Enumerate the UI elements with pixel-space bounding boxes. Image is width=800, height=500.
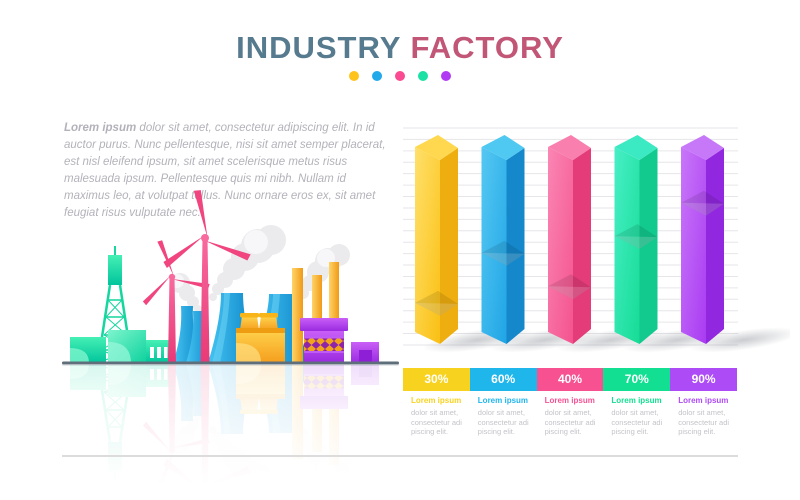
legend-item-text: dolor sit amet, xyxy=(477,408,525,417)
factory-illustration xyxy=(55,190,400,495)
chimney-icon xyxy=(292,262,339,363)
bar-90% xyxy=(681,135,724,344)
legend-item-text: dolor sit amet, xyxy=(544,408,592,417)
legend-item-text: consectetur adi xyxy=(544,417,596,427)
warehouse-icon xyxy=(70,337,106,363)
legend-item: Lorem ipsum dolor sit amet, consectetur ad… xyxy=(537,396,604,437)
legend-item-text: dolor sit amet, xyxy=(611,408,659,417)
percentage-cell: 90% xyxy=(670,368,737,391)
legend-item-text: piscing elit. xyxy=(477,427,515,436)
bar-60% xyxy=(481,135,525,344)
legend-item-text: consectetur adi xyxy=(477,417,529,427)
bar-70% xyxy=(614,135,658,344)
legend-item-title: Lorem ipsum xyxy=(411,396,462,405)
legend-item-text: consectetur adi xyxy=(678,417,730,427)
percentage-cell: 40% xyxy=(536,368,604,391)
chart-legend: Lorem ipsum dolor sit amet, consectetur ad… xyxy=(403,396,737,437)
percentage-cell: 70% xyxy=(603,368,671,391)
legend-item-text: piscing elit. xyxy=(544,427,582,436)
percentage-cell: 30% xyxy=(403,368,470,391)
legend-item-text: dolor sit amet, xyxy=(678,408,726,417)
divider-line xyxy=(62,455,738,457)
legend-item-text: piscing elit. xyxy=(411,427,449,436)
page-title-part2: FACTORY xyxy=(410,30,564,65)
legend-item: Lorem ipsum dolor sit amet, consectetur ad… xyxy=(603,396,670,437)
reflection-fade xyxy=(55,366,400,495)
page-title-part1: INDUSTRY xyxy=(236,30,401,65)
legend-item-text: dolor sit amet, xyxy=(411,408,459,417)
legend-item-text: piscing elit. xyxy=(611,427,649,436)
legend-item-title: Lorem ipsum xyxy=(544,396,595,405)
bar-30% xyxy=(415,135,458,344)
wind-turbine-icon xyxy=(163,190,251,363)
page-title: INDUSTRY FACTORY xyxy=(0,30,800,66)
dot-icon xyxy=(441,71,451,81)
dot-icon xyxy=(395,71,405,81)
percentage-strip: 30% 60% 40% 70% 90% xyxy=(403,368,737,391)
factory-building-green-icon xyxy=(108,330,169,363)
legend-item-text: piscing elit. xyxy=(678,427,716,436)
legend-item-text: consectetur adi xyxy=(411,417,462,427)
smoke-icon xyxy=(170,225,350,313)
intro-lead: Lorem ipsum xyxy=(64,122,137,134)
intro-paragraph: Lorem ipsum dolor sit amet, consectetur … xyxy=(64,120,394,222)
bar-shadows xyxy=(422,327,790,353)
legend-item-title: Lorem ipsum xyxy=(678,396,729,405)
factory-building-purple-icon xyxy=(300,318,379,363)
intro-body: dolor sit amet, consectetur adipiscing e… xyxy=(64,122,386,219)
dot-icon xyxy=(349,71,359,81)
percentage-cell: 60% xyxy=(469,368,537,391)
legend-item: Lorem ipsum dolor sit amet, consectetur ad… xyxy=(403,396,470,437)
bar-chart xyxy=(403,127,790,353)
dot-icon xyxy=(372,71,382,81)
legend-item: Lorem ipsum dolor sit amet, consectetur ad… xyxy=(670,396,737,437)
dot-icon xyxy=(418,71,428,81)
legend-item: Lorem ipsum dolor sit amet, consectetur ad… xyxy=(470,396,537,437)
bar-40% xyxy=(548,135,591,344)
legend-item-title: Lorem ipsum xyxy=(611,396,662,405)
legend-item-title: Lorem ipsum xyxy=(477,396,529,405)
legend-item-text: consectetur adi xyxy=(611,417,663,427)
wind-turbine-icon xyxy=(142,240,210,363)
factory-building-yellow-icon xyxy=(236,313,285,363)
title-dots xyxy=(0,71,800,81)
